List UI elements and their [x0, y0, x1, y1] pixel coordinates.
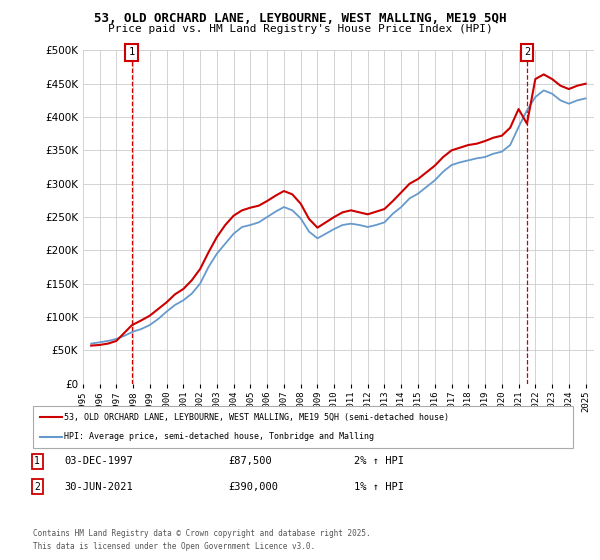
Text: This data is licensed under the Open Government Licence v3.0.: This data is licensed under the Open Gov…: [33, 542, 315, 551]
Text: Contains HM Land Registry data © Crown copyright and database right 2025.: Contains HM Land Registry data © Crown c…: [33, 529, 371, 538]
Text: £87,500: £87,500: [228, 456, 272, 466]
Text: 2: 2: [34, 482, 40, 492]
Text: 1: 1: [128, 48, 135, 57]
Text: 03-DEC-1997: 03-DEC-1997: [65, 456, 134, 466]
Text: £390,000: £390,000: [228, 482, 278, 492]
Text: 53, OLD ORCHARD LANE, LEYBOURNE, WEST MALLING, ME19 5QH (semi-detached house): 53, OLD ORCHARD LANE, LEYBOURNE, WEST MA…: [64, 413, 449, 422]
Text: 2: 2: [524, 48, 530, 57]
Text: 53, OLD ORCHARD LANE, LEYBOURNE, WEST MALLING, ME19 5QH: 53, OLD ORCHARD LANE, LEYBOURNE, WEST MA…: [94, 12, 506, 25]
Text: 1: 1: [34, 456, 40, 466]
Text: 2% ↑ HPI: 2% ↑ HPI: [354, 456, 404, 466]
Text: Price paid vs. HM Land Registry's House Price Index (HPI): Price paid vs. HM Land Registry's House …: [107, 24, 493, 34]
Text: HPI: Average price, semi-detached house, Tonbridge and Malling: HPI: Average price, semi-detached house,…: [64, 432, 374, 441]
Text: 30-JUN-2021: 30-JUN-2021: [65, 482, 134, 492]
Text: 1% ↑ HPI: 1% ↑ HPI: [354, 482, 404, 492]
